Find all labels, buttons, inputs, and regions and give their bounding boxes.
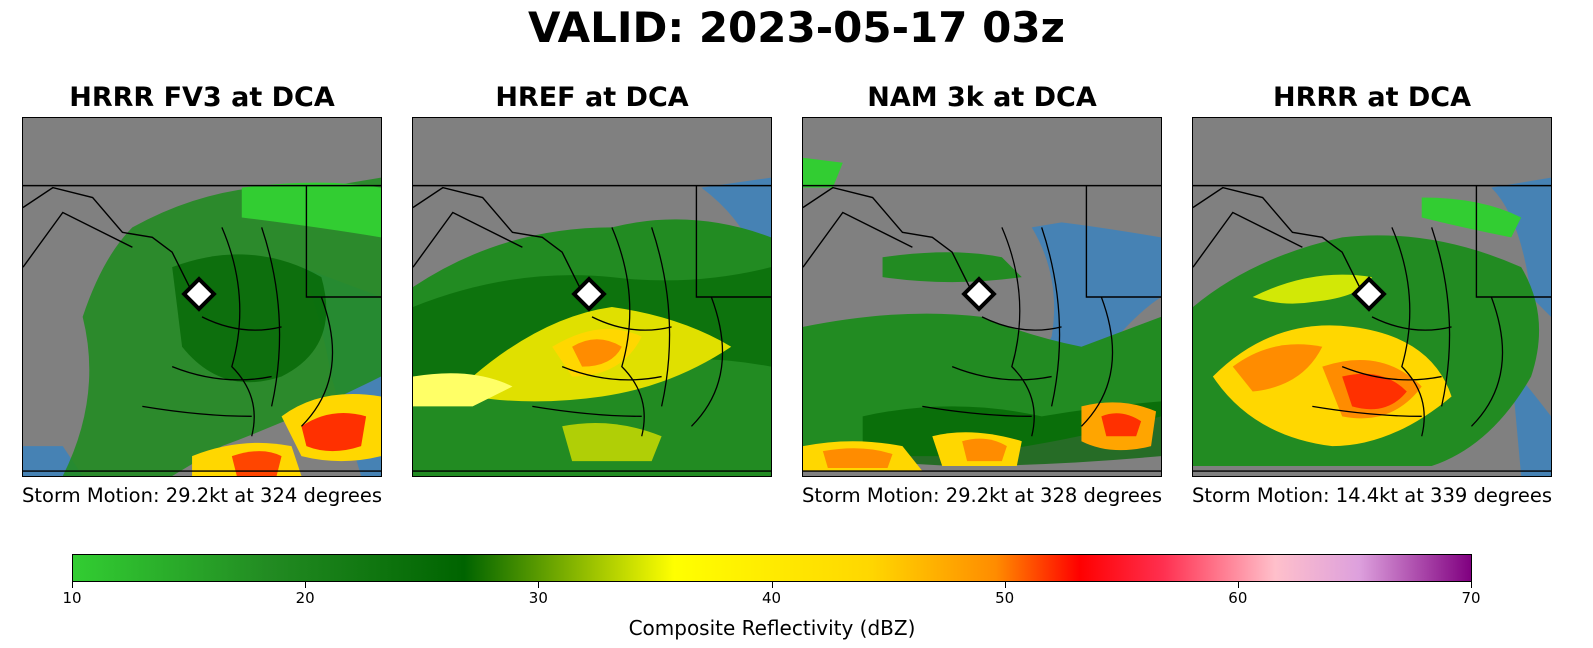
storm-motion-nam-3k: Storm Motion: 29.2kt at 328 degrees xyxy=(782,484,1182,508)
colorbar-tick xyxy=(72,582,73,588)
colorbar-tick-label: 70 xyxy=(1441,589,1501,607)
panel-title-nam-3k: NAM 3k at DCA xyxy=(802,81,1162,115)
colorbar-tick-label: 10 xyxy=(42,589,102,607)
map-panel-href xyxy=(412,117,772,477)
colorbar-tick xyxy=(538,582,539,588)
colorbar-tick-label: 50 xyxy=(975,589,1035,607)
panel-title-href: HREF at DCA xyxy=(412,81,772,115)
panel-title-hrrr-fv3: HRRR FV3 at DCA xyxy=(22,81,382,115)
reflectivity-map-href xyxy=(413,118,771,476)
storm-motion-hrrr: Storm Motion: 14.4kt at 339 degrees xyxy=(1172,484,1572,508)
colorbar-tick xyxy=(1471,582,1472,588)
storm-motion-hrrr-fv3: Storm Motion: 29.2kt at 324 degrees xyxy=(2,484,402,508)
colorbar-label: Composite Reflectivity (dBZ) xyxy=(72,616,1472,640)
colorbar-tick xyxy=(772,582,773,588)
page-title: VALID: 2023-05-17 03z xyxy=(0,4,1593,52)
reflectivity-map-hrrr xyxy=(1193,118,1551,476)
reflectivity-map-nam-3k xyxy=(803,118,1161,476)
colorbar-tick-label: 60 xyxy=(1208,589,1268,607)
colorbar-tick-label: 20 xyxy=(275,589,335,607)
map-panel-nam-3k xyxy=(802,117,1162,477)
map-panel-hrrr xyxy=(1192,117,1552,477)
colorbar xyxy=(72,554,1472,582)
reflectivity-map-hrrr-fv3 xyxy=(23,118,381,476)
map-panel-hrrr-fv3 xyxy=(22,117,382,477)
colorbar-tick xyxy=(1238,582,1239,588)
colorbar-tick-label: 40 xyxy=(742,589,802,607)
colorbar-tick xyxy=(305,582,306,588)
panel-title-hrrr: HRRR at DCA xyxy=(1192,81,1552,115)
colorbar-tick-label: 30 xyxy=(508,589,568,607)
colorbar-tick xyxy=(1005,582,1006,588)
